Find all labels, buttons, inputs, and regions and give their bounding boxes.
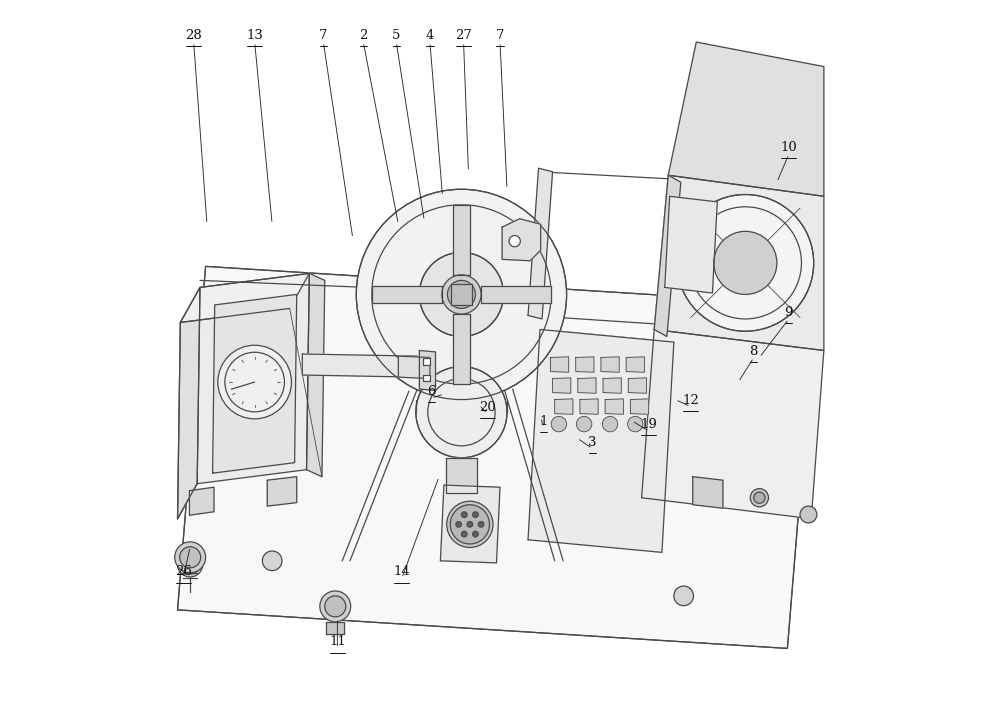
Circle shape xyxy=(800,506,817,523)
Circle shape xyxy=(456,522,461,527)
Circle shape xyxy=(509,236,520,247)
Polygon shape xyxy=(630,399,649,414)
Circle shape xyxy=(473,512,478,517)
Text: 10: 10 xyxy=(780,141,797,154)
Text: 28: 28 xyxy=(185,29,202,42)
Polygon shape xyxy=(189,487,214,515)
Circle shape xyxy=(754,492,765,503)
Text: 5: 5 xyxy=(392,29,400,42)
Circle shape xyxy=(419,252,504,336)
Polygon shape xyxy=(440,485,500,563)
Circle shape xyxy=(750,489,768,507)
Polygon shape xyxy=(326,622,344,634)
Polygon shape xyxy=(419,350,436,390)
Polygon shape xyxy=(451,284,472,305)
Ellipse shape xyxy=(677,194,814,331)
Polygon shape xyxy=(302,354,417,377)
Text: 11: 11 xyxy=(329,635,346,648)
Polygon shape xyxy=(576,357,594,372)
Polygon shape xyxy=(502,219,541,261)
Polygon shape xyxy=(197,273,309,484)
Polygon shape xyxy=(372,286,442,303)
Polygon shape xyxy=(693,477,723,508)
Circle shape xyxy=(628,416,643,432)
Circle shape xyxy=(461,512,467,517)
Polygon shape xyxy=(178,266,815,648)
Text: 6: 6 xyxy=(427,385,436,398)
Circle shape xyxy=(714,231,777,294)
Polygon shape xyxy=(668,42,824,196)
Polygon shape xyxy=(555,399,573,414)
Circle shape xyxy=(175,542,206,573)
Polygon shape xyxy=(180,273,309,322)
Text: 4: 4 xyxy=(426,29,434,42)
Circle shape xyxy=(262,551,282,571)
Circle shape xyxy=(467,522,473,527)
Ellipse shape xyxy=(218,346,291,419)
Circle shape xyxy=(450,505,489,544)
Text: 13: 13 xyxy=(246,29,263,42)
Circle shape xyxy=(602,416,618,432)
Polygon shape xyxy=(654,175,681,336)
Text: 7: 7 xyxy=(496,29,504,42)
Text: 19: 19 xyxy=(640,418,657,431)
Text: 14: 14 xyxy=(393,565,410,578)
Circle shape xyxy=(461,531,467,537)
Circle shape xyxy=(447,501,493,547)
Polygon shape xyxy=(603,378,621,393)
Circle shape xyxy=(178,552,203,577)
Circle shape xyxy=(576,416,592,432)
Text: 1: 1 xyxy=(539,414,548,428)
Circle shape xyxy=(447,280,475,308)
Polygon shape xyxy=(628,378,647,393)
Polygon shape xyxy=(453,314,470,384)
Polygon shape xyxy=(528,329,674,552)
Polygon shape xyxy=(453,205,470,275)
Circle shape xyxy=(320,591,351,622)
Polygon shape xyxy=(307,273,325,477)
Text: 20: 20 xyxy=(479,400,496,414)
Polygon shape xyxy=(580,399,598,414)
Polygon shape xyxy=(213,294,297,473)
Text: 9: 9 xyxy=(785,306,793,319)
Polygon shape xyxy=(553,378,571,393)
Polygon shape xyxy=(550,357,569,372)
Text: 3: 3 xyxy=(588,435,597,449)
Circle shape xyxy=(180,554,200,574)
Circle shape xyxy=(325,596,346,617)
Polygon shape xyxy=(267,477,297,506)
Circle shape xyxy=(442,275,481,314)
Circle shape xyxy=(551,416,567,432)
Text: 27: 27 xyxy=(455,29,472,42)
Text: 2: 2 xyxy=(359,29,367,42)
Polygon shape xyxy=(654,175,824,350)
Text: 8: 8 xyxy=(750,344,758,358)
Polygon shape xyxy=(605,399,623,414)
Polygon shape xyxy=(642,329,824,519)
Polygon shape xyxy=(481,286,551,303)
Polygon shape xyxy=(601,357,619,372)
Polygon shape xyxy=(665,196,717,293)
Polygon shape xyxy=(423,358,430,365)
Circle shape xyxy=(473,531,478,537)
Text: 12: 12 xyxy=(682,393,699,407)
Polygon shape xyxy=(446,458,477,493)
Circle shape xyxy=(674,586,693,606)
Polygon shape xyxy=(178,287,200,519)
Polygon shape xyxy=(423,375,430,381)
Circle shape xyxy=(478,522,484,527)
Circle shape xyxy=(416,367,507,458)
Circle shape xyxy=(356,189,567,400)
Polygon shape xyxy=(578,378,596,393)
Polygon shape xyxy=(528,168,553,319)
Text: 7: 7 xyxy=(319,29,328,42)
Text: 26: 26 xyxy=(175,565,192,578)
Circle shape xyxy=(180,547,201,568)
Polygon shape xyxy=(398,356,430,379)
Polygon shape xyxy=(626,357,644,372)
